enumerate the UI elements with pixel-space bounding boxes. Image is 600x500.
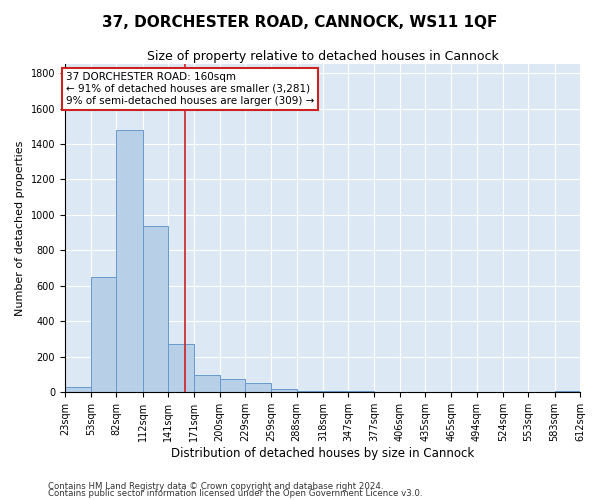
Text: Contains public sector information licensed under the Open Government Licence v3: Contains public sector information licen… (48, 489, 422, 498)
Bar (296, 391, 323, 392)
Text: 37, DORCHESTER ROAD, CANNOCK, WS11 1QF: 37, DORCHESTER ROAD, CANNOCK, WS11 1QF (103, 15, 497, 30)
Title: Size of property relative to detached houses in Cannock: Size of property relative to detached ho… (146, 50, 499, 63)
Bar (116, 130, 143, 392)
Bar (220, 379, 245, 392)
Bar (245, 384, 271, 392)
Bar (194, 374, 220, 392)
Bar (65, 387, 91, 392)
Text: Contains HM Land Registry data © Crown copyright and database right 2024.: Contains HM Land Registry data © Crown c… (48, 482, 383, 491)
Y-axis label: Number of detached properties: Number of detached properties (15, 140, 25, 316)
X-axis label: Distribution of detached houses by size in Cannock: Distribution of detached houses by size … (171, 447, 474, 460)
Bar (143, 226, 168, 392)
Bar (168, 344, 194, 393)
Bar (91, 277, 116, 392)
Text: 37 DORCHESTER ROAD: 160sqm
← 91% of detached houses are smaller (3,281)
9% of se: 37 DORCHESTER ROAD: 160sqm ← 91% of deta… (66, 72, 314, 106)
Bar (271, 389, 296, 392)
